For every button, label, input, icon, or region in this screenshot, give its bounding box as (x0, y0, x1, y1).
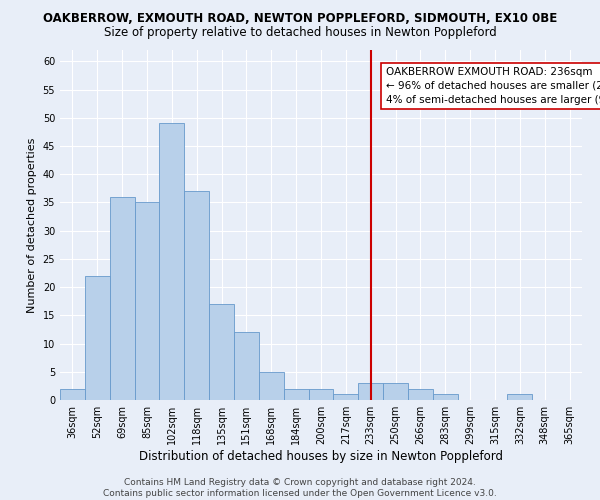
Bar (358, 383, 383, 400)
Bar (110, 197, 134, 400)
Y-axis label: Number of detached properties: Number of detached properties (27, 138, 37, 312)
Bar (308, 388, 334, 400)
Bar (234, 332, 259, 400)
Bar (433, 394, 458, 400)
Text: Size of property relative to detached houses in Newton Poppleford: Size of property relative to detached ho… (104, 26, 496, 39)
Bar (85, 276, 110, 400)
Bar (160, 124, 184, 400)
Bar (284, 388, 308, 400)
Bar (383, 383, 408, 400)
X-axis label: Distribution of detached houses by size in Newton Poppleford: Distribution of detached houses by size … (139, 450, 503, 463)
Text: Contains HM Land Registry data © Crown copyright and database right 2024.
Contai: Contains HM Land Registry data © Crown c… (103, 478, 497, 498)
Bar (184, 191, 209, 400)
Bar (209, 304, 234, 400)
Text: OAKBERROW EXMOUTH ROAD: 236sqm
← 96% of detached houses are smaller (220)
4% of : OAKBERROW EXMOUTH ROAD: 236sqm ← 96% of … (386, 67, 600, 105)
Bar (334, 394, 358, 400)
Bar (508, 394, 532, 400)
Bar (259, 372, 284, 400)
Bar (60, 388, 85, 400)
Bar (408, 388, 433, 400)
Bar (134, 202, 160, 400)
Text: OAKBERROW, EXMOUTH ROAD, NEWTON POPPLEFORD, SIDMOUTH, EX10 0BE: OAKBERROW, EXMOUTH ROAD, NEWTON POPPLEFO… (43, 12, 557, 26)
